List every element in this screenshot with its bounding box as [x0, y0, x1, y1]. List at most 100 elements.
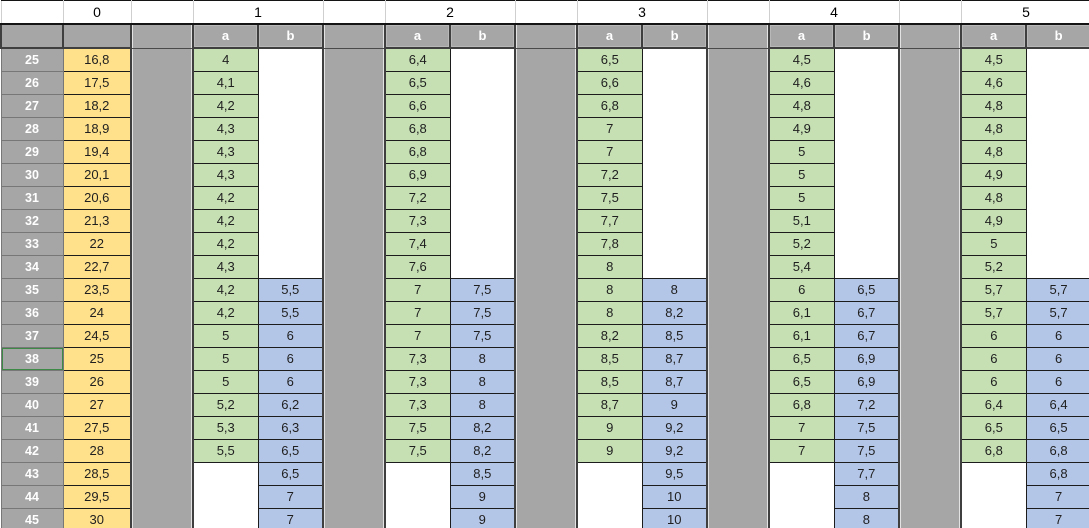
value-b-g3-r39[interactable]: 8,7 [641, 370, 708, 394]
spacer-cell[interactable] [130, 94, 194, 118]
row-header-26[interactable]: 26 [0, 71, 64, 95]
subheader-b-g2[interactable]: b [449, 23, 517, 49]
value-b-g2-r45[interactable]: 9 [449, 508, 516, 528]
size-cell-r30[interactable]: 20,1 [62, 163, 132, 187]
spacer-cell[interactable] [706, 71, 771, 95]
spacer-cell[interactable] [322, 209, 387, 233]
spacer-cell[interactable] [514, 94, 579, 118]
value-b-g5-r34[interactable] [1025, 255, 1089, 279]
value-a-g3-r34[interactable]: 8 [576, 255, 643, 279]
spacer-cell[interactable] [130, 117, 194, 141]
value-a-g4-r28[interactable]: 4,9 [768, 117, 835, 141]
size-cell-r45[interactable]: 30 [62, 508, 132, 528]
spacer-cell[interactable] [130, 416, 194, 440]
spacer-cell[interactable] [514, 48, 579, 72]
spacer-cell[interactable] [898, 71, 963, 95]
value-b-g5-r26[interactable] [1025, 71, 1089, 95]
value-a-g4-r42[interactable]: 7 [768, 439, 835, 463]
spacer-cell[interactable] [706, 301, 771, 325]
spacer-cell[interactable] [898, 485, 963, 509]
spacer-cell[interactable] [130, 209, 194, 233]
spacer-cell[interactable] [706, 416, 771, 440]
value-a-g2-r37[interactable]: 7 [384, 324, 451, 348]
value-a-g1-r36[interactable]: 4,2 [192, 301, 259, 325]
value-b-g3-r31[interactable] [641, 186, 708, 210]
value-b-g3-r32[interactable] [641, 209, 708, 233]
value-a-g2-r25[interactable]: 6,4 [384, 47, 451, 72]
value-a-g5-r29[interactable]: 4,8 [960, 140, 1027, 164]
value-b-g2-r32[interactable] [449, 209, 516, 233]
row-header-37[interactable]: 37 [0, 324, 64, 348]
value-a-g2-r30[interactable]: 6,9 [384, 163, 451, 187]
spacer-cell[interactable] [898, 186, 963, 210]
spacer-cell[interactable] [706, 439, 771, 463]
value-b-g5-r27[interactable] [1025, 94, 1089, 118]
value-b-g2-r33[interactable] [449, 232, 516, 256]
spacer-cell[interactable] [322, 186, 387, 210]
value-b-g3-r37[interactable]: 8,5 [641, 324, 708, 348]
value-b-g3-r33[interactable] [641, 232, 708, 256]
value-b-g5-r28[interactable] [1025, 117, 1089, 141]
spacer-cell[interactable] [898, 48, 963, 72]
value-a-g2-r31[interactable]: 7,2 [384, 186, 451, 210]
value-b-g2-r42[interactable]: 8,2 [449, 439, 516, 463]
spacer-cell[interactable] [514, 439, 579, 463]
spacer-cell[interactable] [514, 71, 579, 95]
value-b-g5-r44[interactable]: 7 [1025, 485, 1089, 509]
value-b-g2-r43[interactable]: 8,5 [449, 462, 516, 486]
row-header-41[interactable]: 41 [0, 416, 64, 440]
value-b-g1-r44[interactable]: 7 [257, 485, 324, 509]
spacer-cell[interactable] [706, 117, 771, 141]
spacer-cell[interactable] [706, 48, 771, 72]
value-b-g5-r32[interactable] [1025, 209, 1089, 233]
value-b-g1-r30[interactable] [257, 163, 324, 187]
value-b-g5-r36[interactable]: 5,7 [1025, 301, 1089, 325]
value-b-g2-r34[interactable] [449, 255, 516, 279]
spacer-cell[interactable] [514, 163, 579, 187]
spacer-cell[interactable] [514, 23, 579, 49]
value-a-g1-r29[interactable]: 4,3 [192, 140, 259, 164]
value-b-g3-r41[interactable]: 9,2 [641, 416, 708, 440]
value-b-g1-r36[interactable]: 5,5 [257, 301, 324, 325]
spacer-cell[interactable] [322, 347, 387, 371]
value-b-g4-r27[interactable] [833, 94, 900, 118]
spacer-cell[interactable] [322, 94, 387, 118]
spacer-cell[interactable] [322, 393, 387, 417]
spacer-cell[interactable] [706, 209, 771, 233]
spacer-cell[interactable] [514, 324, 579, 348]
value-a-g5-r39[interactable]: 6 [960, 370, 1027, 394]
value-b-g2-r30[interactable] [449, 163, 516, 187]
spacer-cell[interactable] [898, 94, 963, 118]
size-cell-r29[interactable]: 19,4 [62, 140, 132, 164]
spacer-cell[interactable] [130, 462, 194, 486]
spacer-cell[interactable] [898, 23, 963, 49]
value-b-g4-r31[interactable] [833, 186, 900, 210]
value-a-g1-r40[interactable]: 5,2 [192, 393, 259, 417]
spacer-cell[interactable] [706, 393, 771, 417]
spacer-cell[interactable] [130, 278, 194, 302]
spacer-cell[interactable] [514, 140, 579, 164]
value-b-g5-r38[interactable]: 6 [1025, 347, 1089, 371]
value-a-g3-r38[interactable]: 8,5 [576, 347, 643, 371]
value-b-g2-r41[interactable]: 8,2 [449, 416, 516, 440]
value-b-g5-r35[interactable]: 5,7 [1025, 278, 1089, 302]
spacer-cell[interactable] [706, 232, 771, 256]
col-group-label-5[interactable]: 5 [960, 0, 1089, 25]
row-header-blank-cell[interactable] [0, 23, 64, 49]
spacer-cell[interactable] [130, 324, 194, 348]
value-a-g4-r25[interactable]: 4,5 [768, 47, 835, 72]
spacer-cell[interactable] [514, 117, 579, 141]
value-a-g4-r38[interactable]: 6,5 [768, 347, 835, 371]
spacer-top-cell[interactable] [130, 0, 194, 25]
row-header-39[interactable]: 39 [0, 370, 64, 394]
spacer-cell[interactable] [130, 370, 194, 394]
value-b-g4-r45[interactable]: 8 [833, 508, 900, 528]
spacer-cell[interactable] [322, 255, 387, 279]
spacer-cell[interactable] [514, 186, 579, 210]
value-a-g4-r37[interactable]: 6,1 [768, 324, 835, 348]
value-b-g2-r28[interactable] [449, 117, 516, 141]
spacer-cell[interactable] [898, 324, 963, 348]
spacer-cell[interactable] [130, 255, 194, 279]
spacer-cell[interactable] [706, 94, 771, 118]
subheader-a-g1[interactable]: a [192, 23, 259, 49]
